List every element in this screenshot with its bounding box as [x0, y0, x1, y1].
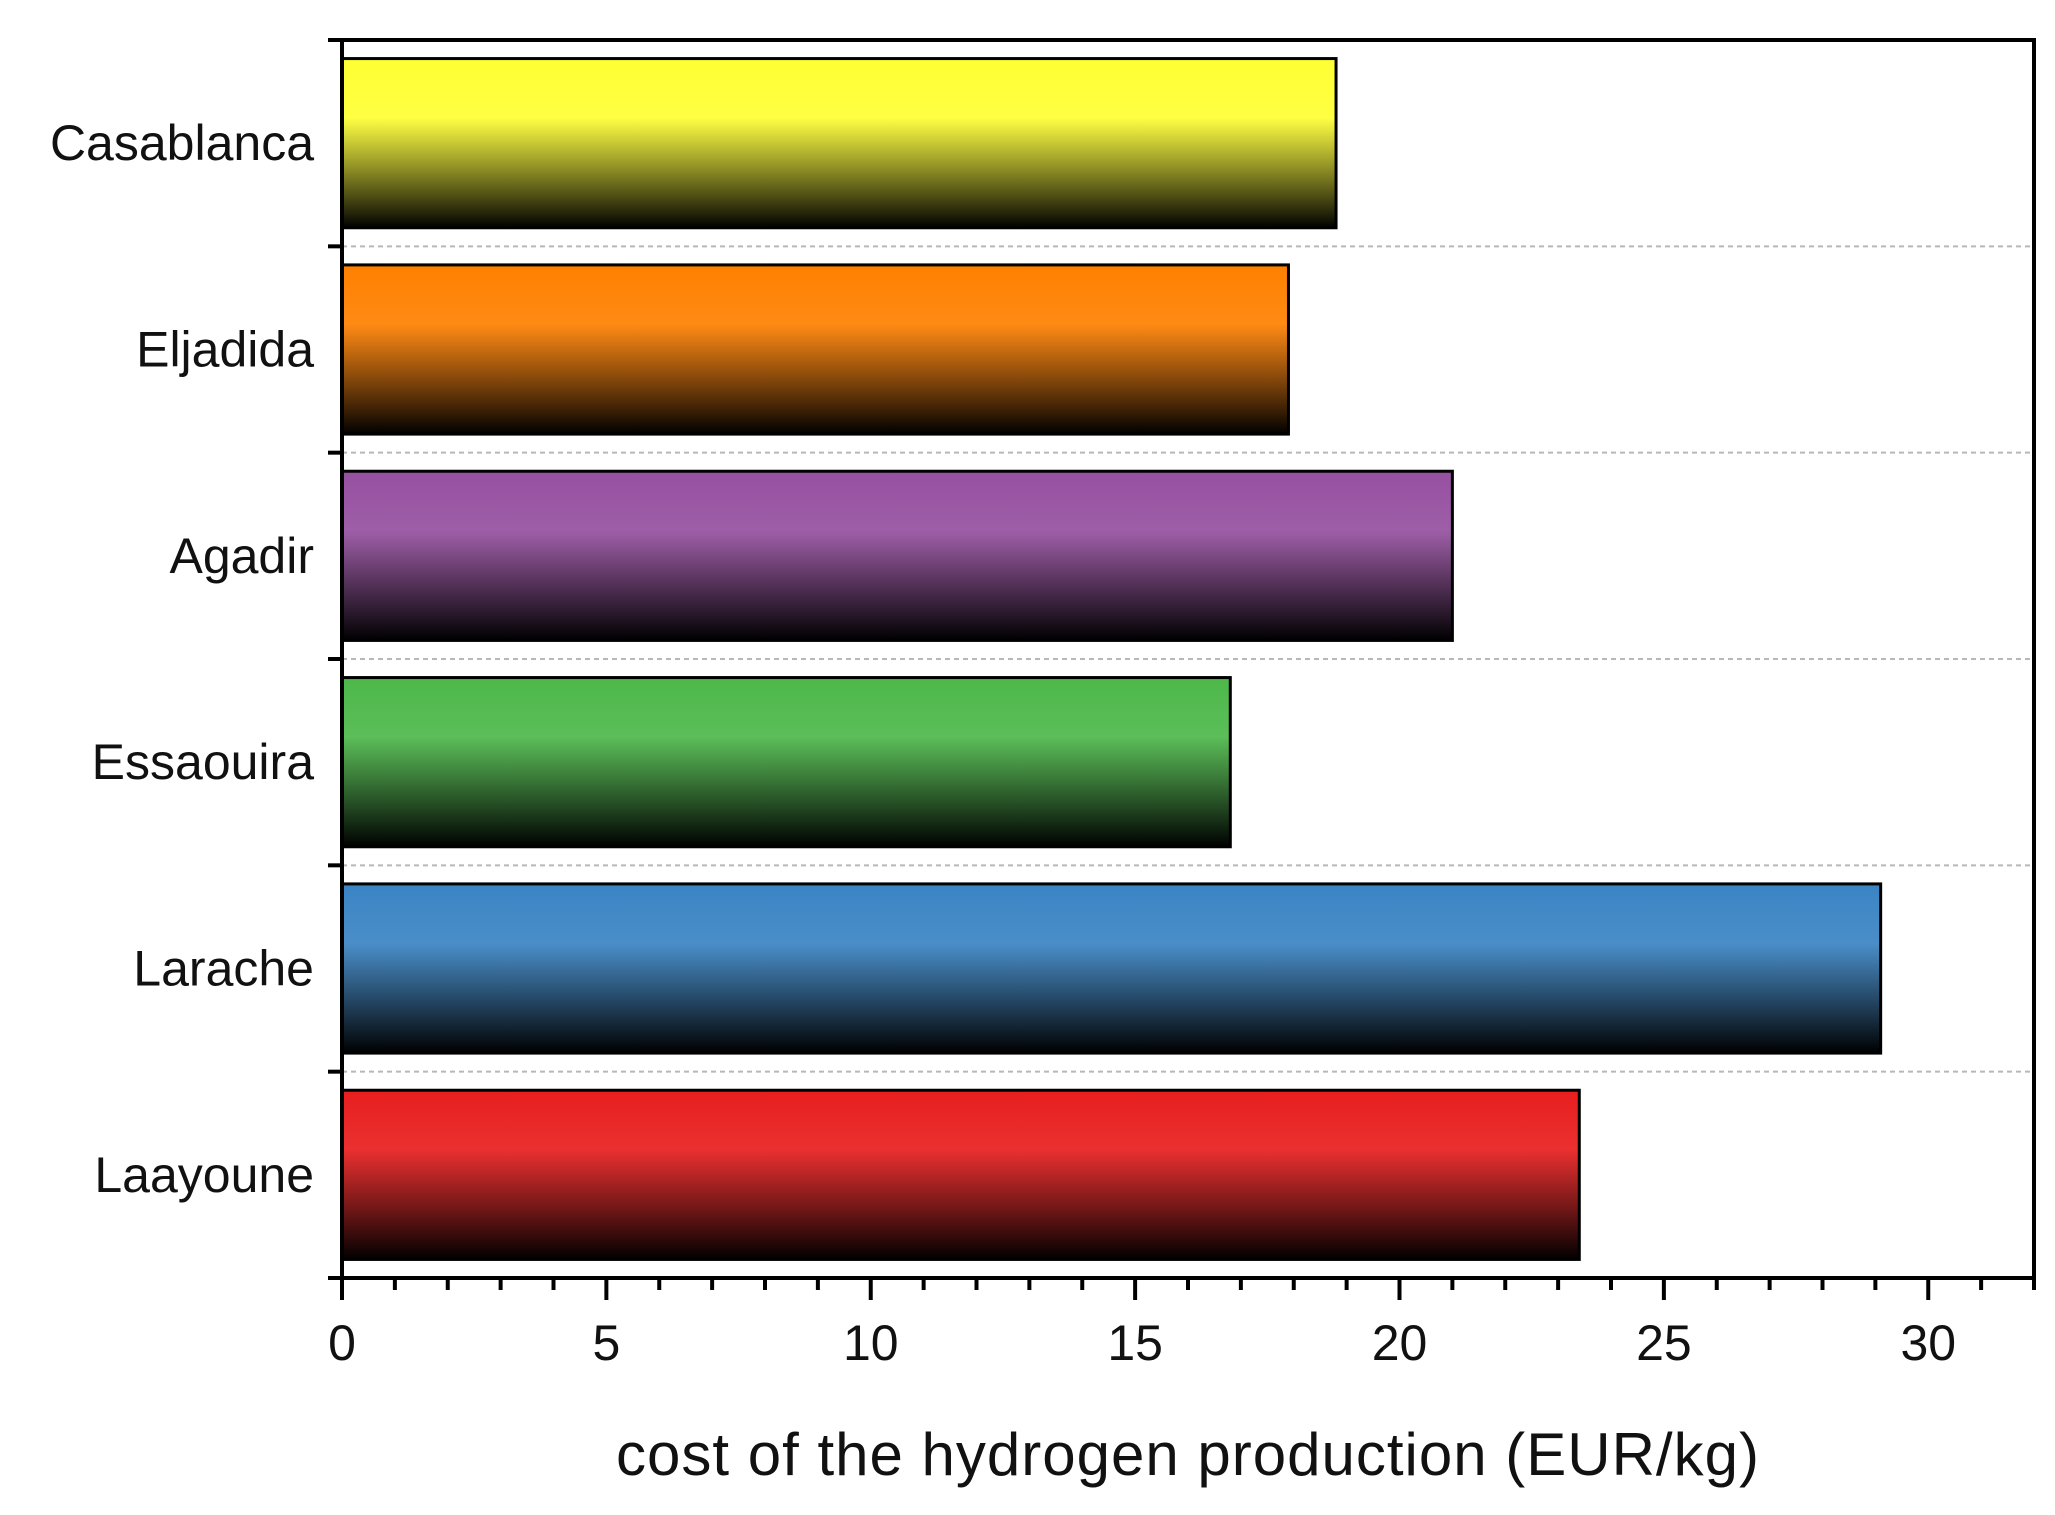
category-label-eljadida: Eljadida	[136, 322, 314, 378]
x-tick-label: 25	[1636, 1315, 1692, 1371]
x-tick-label: 30	[1900, 1315, 1956, 1371]
grid-lines	[342, 245, 2034, 1073]
category-label-casablanca: Casablanca	[50, 115, 314, 171]
category-labels: Casablanca Eljadida Agadir Essaouira Larache…	[50, 115, 314, 1203]
category-label-larache: Larache	[133, 941, 314, 997]
category-label-laayoune: Laayoune	[94, 1147, 314, 1203]
bar-larache	[340, 882, 1883, 1055]
x-axis-ticks	[340, 1278, 2036, 1300]
category-label-agadir: Agadir	[169, 528, 314, 584]
y-axis-ticks	[328, 38, 342, 1280]
x-tick-labels: 0 5 10 15 20 25 30	[328, 1315, 1956, 1371]
x-tick-label: 15	[1107, 1315, 1163, 1371]
bar-casablanca	[340, 57, 1338, 230]
x-axis-title: cost of the hydrogen production (EUR/kg)	[616, 1421, 1760, 1488]
bar-laayoune	[340, 1088, 1581, 1261]
x-tick-label: 20	[1372, 1315, 1428, 1371]
x-tick-label: 5	[592, 1315, 620, 1371]
bar-eljadida	[340, 263, 1290, 436]
category-label-essaouira: Essaouira	[92, 734, 315, 790]
bars	[340, 57, 1883, 1261]
bar-agadir	[340, 469, 1454, 642]
x-tick-label: 10	[843, 1315, 899, 1371]
bar-essaouira	[340, 676, 1232, 849]
x-tick-label: 0	[328, 1315, 356, 1371]
